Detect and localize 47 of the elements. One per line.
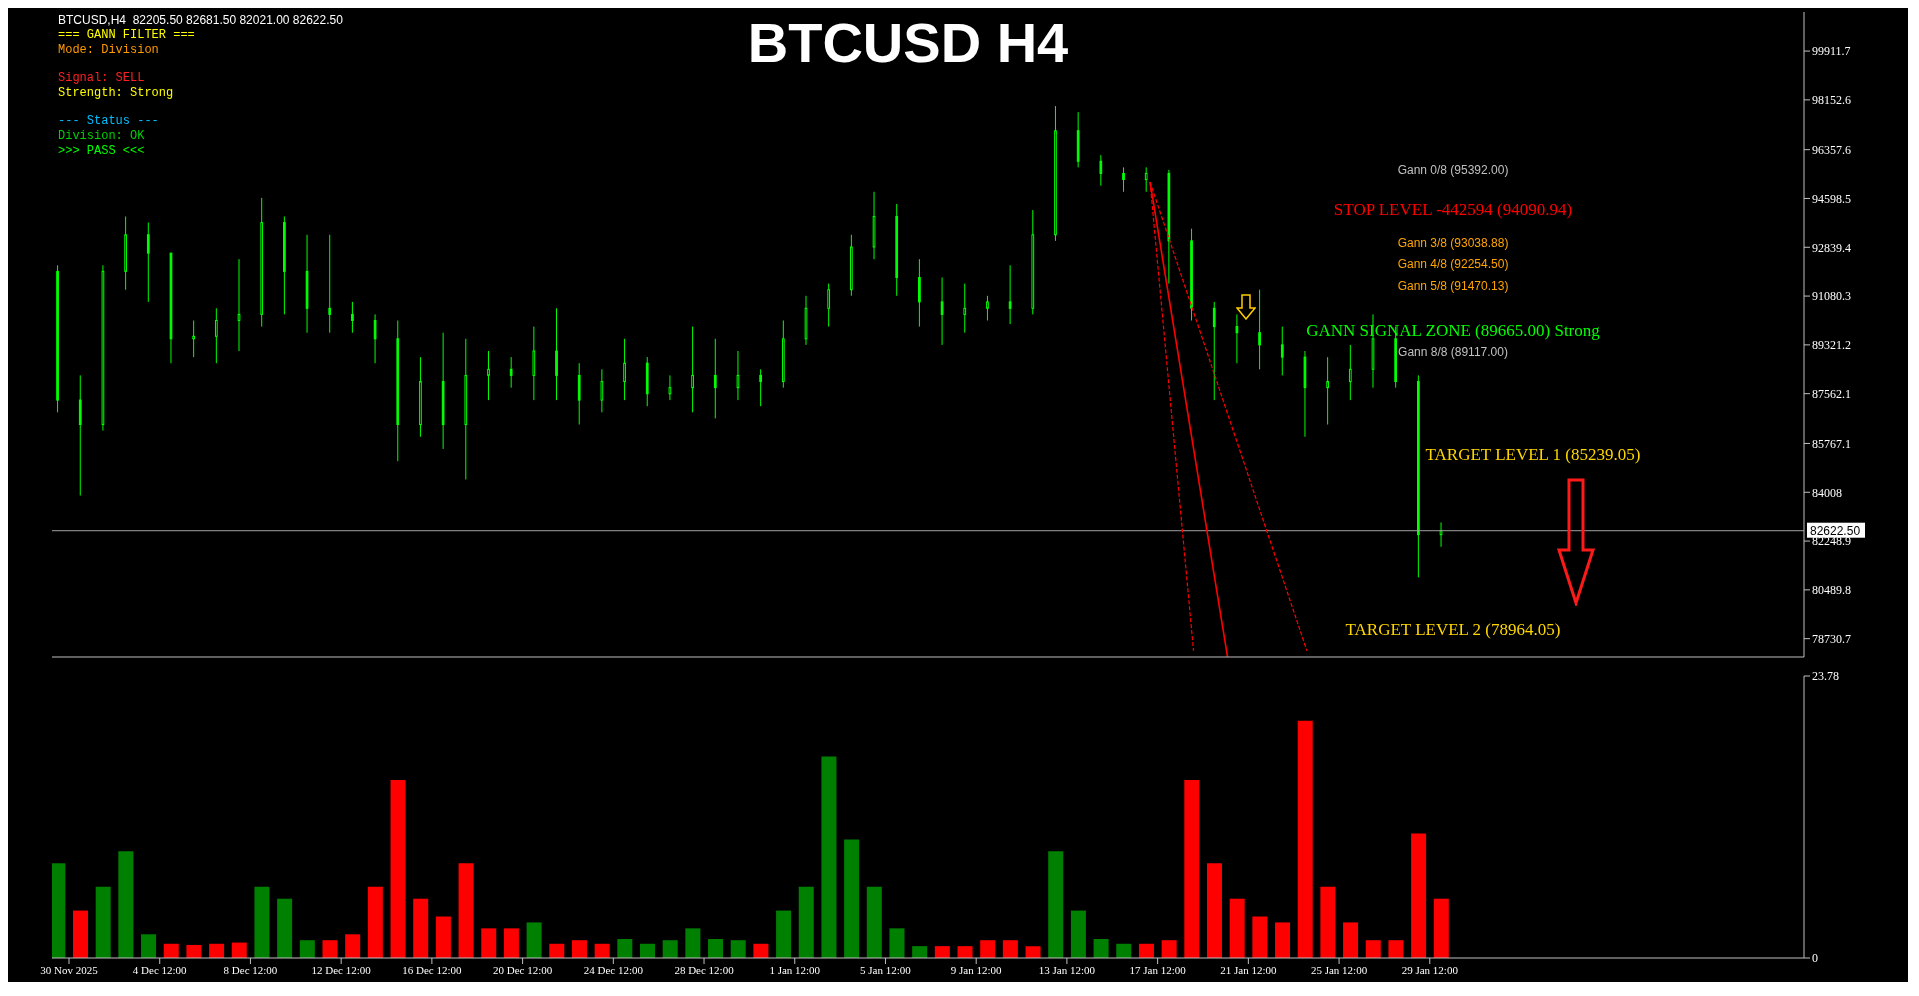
y-tick-label: 85767.1 — [1812, 436, 1851, 451]
annotation: === GANN FILTER === — [58, 28, 196, 42]
annotation: Gann 0/8 (95392.00) — [1396, 163, 1510, 177]
annotation: Mode: Division — [58, 43, 160, 57]
x-tick-label: 13 Jan 12:00 — [1038, 963, 1096, 976]
annotation: Strength: Strong — [58, 86, 175, 100]
annotation: Gann 8/8 (89117.00) — [1397, 345, 1509, 359]
y-tick-label: 96357.6 — [1812, 142, 1851, 157]
x-tick-label: 29 Jan 12:00 — [1401, 963, 1459, 976]
annotation: TARGET LEVEL 1 (85239.05) — [1424, 445, 1642, 465]
x-tick-label: 30 Nov 2025 — [40, 963, 99, 976]
y-tick-label: 99911.7 — [1812, 44, 1851, 59]
y-tick-label: 91080.3 — [1812, 289, 1851, 304]
x-tick-label: 8 Dec 12:00 — [223, 963, 278, 976]
x-tick-label: 12 Dec 12:00 — [311, 963, 372, 976]
annotation: BTCUSD,H4 82205.50 82681.50 82021.00 82622.50 — [58, 13, 343, 27]
annotation: TARGET LEVEL 2 (78964.05) — [1344, 620, 1562, 640]
annotation: Signal: SELL — [58, 71, 146, 85]
x-tick-label: 16 Dec 12:00 — [402, 963, 463, 976]
y-tick-label: 0 — [1812, 951, 1818, 966]
x-tick-label: 1 Jan 12:00 — [769, 963, 821, 976]
y-tick-label: 84008 — [1812, 485, 1842, 500]
annotation: Division: OK — [58, 129, 146, 143]
x-tick-label: 25 Jan 12:00 — [1310, 963, 1368, 976]
annotation: Gann 3/8 (93038.88) — [1396, 236, 1510, 250]
x-tick-label: 4 Dec 12:00 — [132, 963, 188, 976]
x-tick-label: 21 Jan 12:00 — [1220, 963, 1277, 976]
y-tick-label: 78730.7 — [1812, 631, 1851, 646]
x-tick-label: 20 Dec 12:00 — [492, 963, 553, 976]
annotation: Gann 5/8 (91470.13) — [1396, 279, 1510, 293]
y-tick-label: 87562.1 — [1812, 386, 1851, 401]
x-tick-label: 9 Jan 12:00 — [950, 963, 1003, 976]
annotation: >>> PASS <<< — [58, 144, 146, 158]
y-tick-label: 92839.4 — [1812, 240, 1851, 255]
x-tick-label: 28 Dec 12:00 — [674, 963, 735, 976]
x-tick-label: 24 Dec 12:00 — [583, 963, 644, 976]
y-tick-label: 23.78 — [1812, 669, 1839, 684]
chart-title: BTCUSD H4 — [747, 11, 1069, 74]
annotation: --- Status --- — [58, 114, 160, 128]
annotation: STOP LEVEL -442594 (94090.94) — [1332, 200, 1574, 220]
y-tick-label: 89321.2 — [1812, 338, 1851, 353]
y-tick-label: 80489.8 — [1812, 583, 1851, 598]
x-tick-label: 17 Jan 12:00 — [1129, 963, 1187, 976]
y-tick-label: 98152.6 — [1812, 93, 1851, 108]
x-tick-label: 5 Jan 12:00 — [860, 963, 912, 976]
annotation: Gann 4/8 (92254.50) — [1396, 257, 1510, 271]
y-tick-label: 94598.5 — [1812, 191, 1851, 206]
